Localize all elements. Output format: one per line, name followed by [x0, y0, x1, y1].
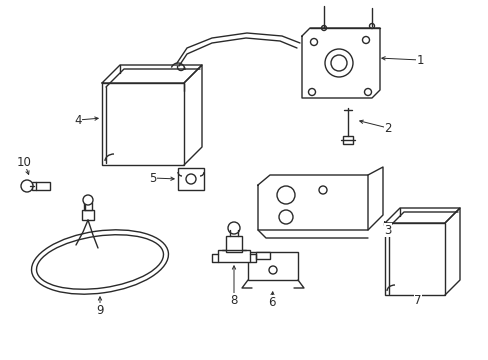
Bar — [384, 223, 444, 295]
Circle shape — [321, 26, 326, 31]
Bar — [32, 182, 50, 190]
Text: 8: 8 — [230, 293, 237, 306]
Bar — [247, 252, 297, 280]
Circle shape — [330, 55, 346, 71]
Circle shape — [325, 49, 352, 77]
Bar — [342, 136, 352, 144]
Circle shape — [364, 89, 371, 95]
Circle shape — [227, 222, 240, 234]
Text: 1: 1 — [415, 54, 423, 67]
Circle shape — [310, 39, 317, 45]
Bar — [82, 210, 94, 220]
Bar — [178, 168, 203, 190]
Text: 5: 5 — [149, 171, 156, 185]
Bar — [102, 83, 183, 165]
Bar — [256, 252, 269, 259]
Text: 10: 10 — [17, 156, 31, 168]
Text: 6: 6 — [268, 296, 275, 309]
Text: 2: 2 — [384, 122, 391, 135]
Text: 9: 9 — [96, 303, 103, 316]
Circle shape — [362, 36, 369, 44]
Bar — [218, 250, 249, 262]
Bar — [225, 236, 242, 252]
Circle shape — [268, 266, 276, 274]
Text: 3: 3 — [384, 224, 391, 237]
Ellipse shape — [31, 230, 168, 294]
Circle shape — [369, 23, 374, 28]
Circle shape — [318, 186, 326, 194]
Circle shape — [279, 210, 292, 224]
Circle shape — [21, 180, 33, 192]
Circle shape — [185, 174, 196, 184]
Circle shape — [308, 89, 315, 95]
Text: 7: 7 — [413, 293, 421, 306]
Bar — [84, 202, 92, 210]
Text: 4: 4 — [74, 113, 81, 126]
Ellipse shape — [37, 235, 163, 289]
Circle shape — [276, 186, 294, 204]
Circle shape — [83, 195, 93, 205]
